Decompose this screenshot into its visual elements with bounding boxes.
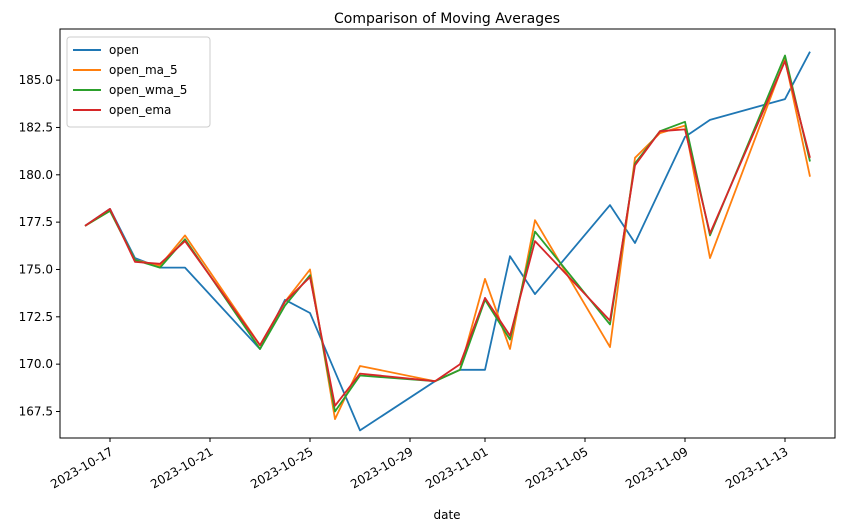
x-axis-label: date [433,508,460,522]
y-tick-label: 177.5 [19,215,53,229]
legend-label: open_ma_5 [109,63,178,77]
y-tick-label: 175.0 [19,262,53,276]
series-lines [84,51,811,432]
x-tick-label: 2023-11-09 [623,444,690,491]
x-axis: 2023-10-17 2023-10-21 2023-10-25 2023-10-29… [48,438,791,491]
legend-label: open_ema [109,103,171,117]
x-tick-label: 2023-11-13 [723,444,790,491]
plot-frame [59,28,836,439]
y-tick-label: 172.5 [19,310,53,324]
y-tick-label: 170.0 [19,357,53,371]
chart-title: Comparison of Moving Averages [334,11,560,27]
series-line-open-ema [84,60,811,407]
x-tick-label: 2023-11-01 [423,444,490,491]
y-tick-label: 180.0 [19,168,53,182]
legend: open open_ma_5 open_wma_5 open_ema [66,36,211,128]
legend-label: open_wma_5 [109,83,187,97]
x-tick-label: 2023-10-21 [148,444,215,491]
legend-box [66,36,211,128]
x-tick-label: 2023-11-05 [523,444,590,491]
y-tick-label: 182.5 [19,120,53,134]
y-tick-label: 167.5 [19,404,53,418]
y-axis: 167.5 170.0 172.5 175.0 177.5 180.0 182.5 185.0 [19,73,60,418]
legend-label: open [109,43,139,57]
x-tick-label: 2023-10-17 [48,444,115,491]
x-tick-label: 2023-10-29 [348,444,415,491]
x-tick-label: 2023-10-25 [248,444,315,491]
y-tick-label: 185.0 [19,73,53,87]
